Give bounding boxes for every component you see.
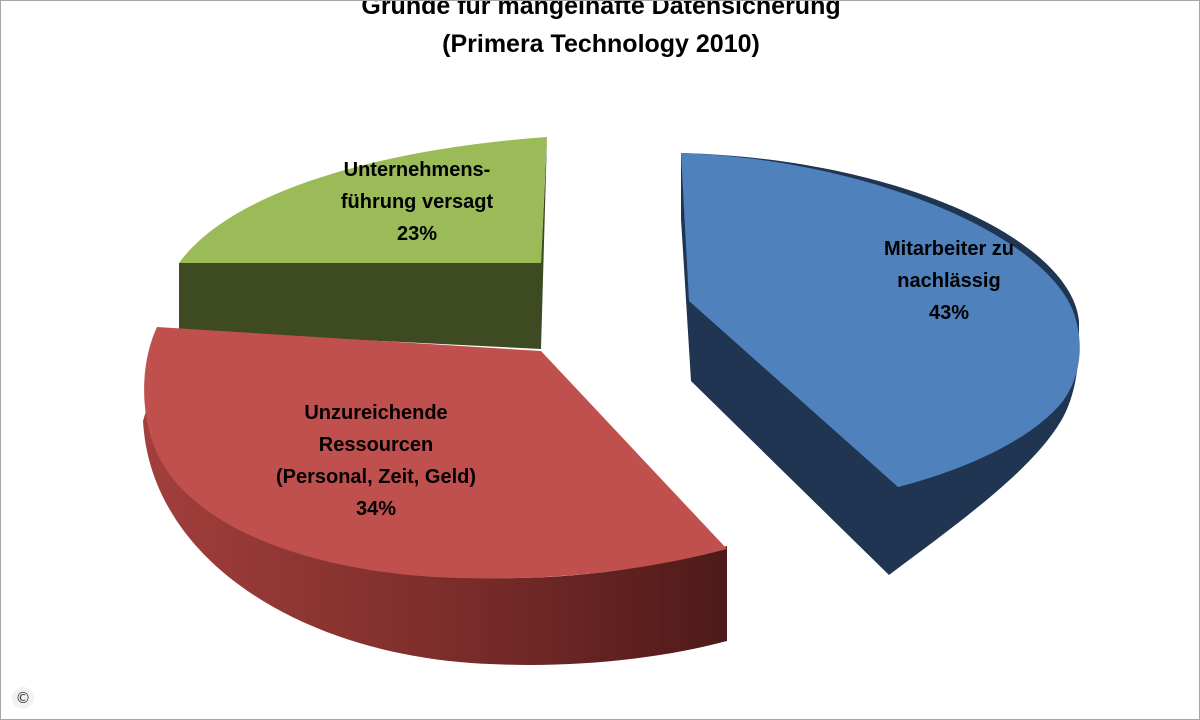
slice-value-employees: 43% xyxy=(929,302,969,324)
pie-slice-management xyxy=(179,137,547,349)
slice-label-line-management: führung versagt xyxy=(341,191,494,213)
chart-title-line: Gründe für mangelhafte Datensicherung xyxy=(361,0,841,20)
slice-label-line-management: Unternehmens- xyxy=(344,159,491,181)
copyright-icon: © xyxy=(12,687,34,709)
slice-value-management: 23% xyxy=(397,223,437,245)
slice-label-line-resources: (Personal, Zeit, Geld) xyxy=(276,466,476,488)
slice-label-employees: Mitarbeiter zu nachlässig 43% xyxy=(884,238,1014,324)
slice-label-management: Unternehmens-führung versagt 23% xyxy=(341,159,494,245)
pie-slice-management-side xyxy=(179,137,547,349)
chart-subtitle: (Primera Technology 2010) xyxy=(442,30,760,58)
pie-slice-resources-top xyxy=(144,327,727,579)
pie-slice-management-top xyxy=(179,137,547,263)
slice-label-line-employees: nachlässig xyxy=(897,270,1000,292)
pie-slice-resources-side xyxy=(143,401,727,665)
slice-label-line-resources: Unzureichende xyxy=(304,402,447,424)
pie-slice-employees-top xyxy=(681,153,1080,487)
pie-slice-employees xyxy=(681,153,1080,575)
slice-label-line-employees: Mitarbeiter zu xyxy=(884,238,1014,260)
slice-label-line-resources: Ressourcen xyxy=(319,434,434,456)
pie-slice-resources xyxy=(143,327,727,665)
chart-title: Gründe für mangelhafte Datensicherung (P… xyxy=(1,0,1199,63)
slice-value-resources: 34% xyxy=(356,498,396,520)
slice-label-resources: Unzureichende Ressourcen (Personal, Zeit, … xyxy=(276,402,476,520)
